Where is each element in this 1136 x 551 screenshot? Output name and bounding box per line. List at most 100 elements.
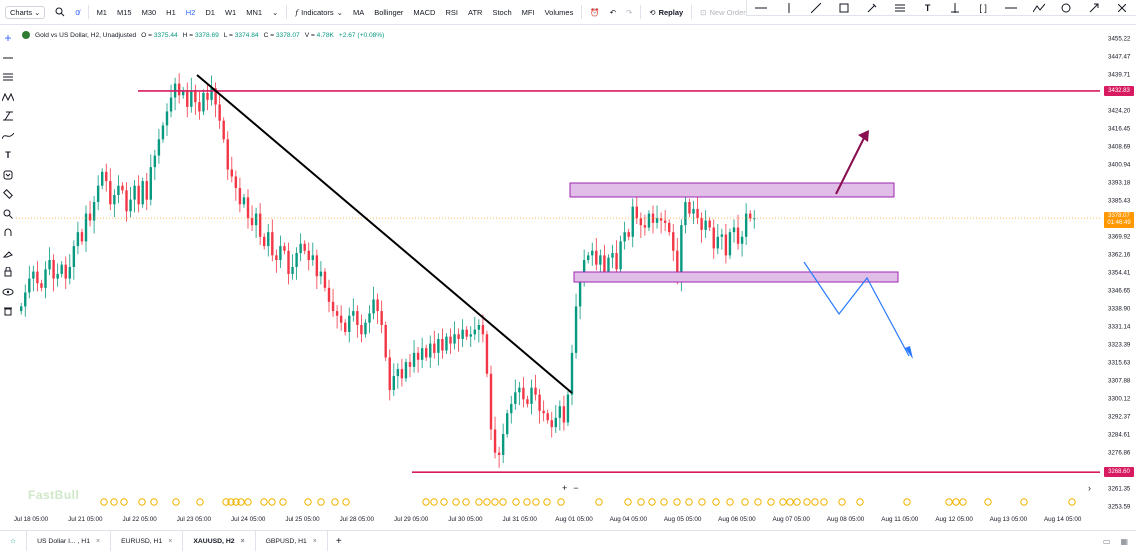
rectangle-icon[interactable] (837, 1, 851, 15)
eye-icon[interactable] (1, 284, 15, 299)
candle-body (226, 139, 229, 170)
interval-m15-button[interactable]: M15 (116, 7, 132, 17)
candle-body (101, 171, 104, 186)
redo-button[interactable]: ↷ (621, 0, 637, 25)
time-axis[interactable]: Jul 18 05:00 Jul 21 05:00 Jul 22 05:00 Jul … (13, 513, 1100, 527)
tab-2[interactable]: XAUUSD, H2 × (183, 530, 256, 551)
arrow-icon[interactable] (1087, 1, 1101, 15)
close-icon[interactable] (1115, 1, 1129, 15)
interval-d1-button[interactable]: D1 (205, 7, 215, 17)
scroll-to-latest-button[interactable]: › (1088, 483, 1091, 493)
grid-layout-icon[interactable]: ▦ (1120, 536, 1128, 546)
tab-1[interactable]: EURUSD, H1 × (111, 530, 184, 551)
pattern-tool-icon[interactable] (1, 89, 15, 104)
indicator-bollinger-button[interactable]: Bollinger (374, 7, 404, 17)
price-axis[interactable]: 3455.223447.473439.713431.963424.203416.… (1100, 26, 1136, 511)
economic-event-marker (959, 498, 967, 506)
indicator-ma-button[interactable]: MA (352, 7, 365, 17)
vertical-line-icon[interactable] (782, 1, 796, 15)
zoom-in-button[interactable]: + (562, 483, 568, 493)
trend-line-icon[interactable] (809, 1, 823, 15)
candle-body (501, 434, 505, 455)
redo-icon: ↷ (625, 7, 633, 17)
economic-event-marker (637, 498, 645, 506)
brackets-icon[interactable]: [ ] (979, 2, 987, 13)
indicator-volumes-button[interactable]: Volumes (544, 7, 574, 17)
candle-body (44, 269, 47, 288)
trash-icon[interactable] (1, 304, 15, 319)
new-order-button[interactable]: ⊡ New Order (695, 0, 751, 25)
horizontal-line-icon[interactable] (1004, 1, 1018, 15)
add-tab-button[interactable]: + (335, 535, 342, 547)
replay-button[interactable]: ⟲ Replay (644, 0, 688, 25)
charts-menu[interactable]: Charts ⌄ (0, 0, 50, 25)
close-icon[interactable]: × (312, 537, 317, 545)
search-button[interactable] (50, 0, 70, 25)
interval-w1-button[interactable]: W1 (224, 7, 237, 17)
chevron-down-icon[interactable]: ⌄ (272, 7, 279, 17)
channel-tool-icon[interactable] (1, 70, 15, 85)
lock-icon[interactable] (1, 265, 15, 280)
candle-body (728, 232, 732, 256)
close-icon[interactable]: × (95, 537, 101, 545)
indicator-atr-button[interactable]: ATR (468, 7, 483, 17)
candle-body (619, 241, 622, 270)
brush-tool-icon[interactable] (1, 128, 15, 143)
economic-event-marker (227, 498, 235, 506)
candle-body (177, 83, 181, 96)
annotation-tool-icon[interactable] (1, 167, 15, 182)
interval-m30-button[interactable]: M30 (141, 7, 157, 17)
alert-button[interactable]: ⏰ (585, 0, 604, 25)
fib-tool-icon[interactable] (1, 109, 15, 124)
time-tick: Jul 21 05:00 (68, 516, 103, 523)
drag-handle-icon[interactable] (754, 1, 768, 15)
indicator-mfi-button[interactable]: MFI (521, 7, 535, 17)
anchor-icon[interactable] (948, 1, 962, 15)
indicator-rsi-button[interactable]: RSI (445, 7, 458, 17)
indicators-button[interactable]: f Indicators ⌄ (290, 0, 348, 25)
brush-icon[interactable] (865, 1, 879, 15)
candle-body (331, 301, 335, 312)
zoom-out-button[interactable]: − (573, 483, 579, 493)
candlestick-chart[interactable] (16, 26, 1100, 513)
undo-button[interactable]: ↶ (605, 0, 621, 25)
interval-mn1-button[interactable]: MN1 (246, 7, 263, 17)
magnet-icon[interactable] (1, 226, 15, 241)
interval-m1-button[interactable]: M1 (96, 7, 107, 17)
economic-event-marker (268, 498, 276, 506)
line-tool-icon[interactable] (1, 50, 15, 65)
candle-body (335, 311, 339, 316)
charts-label: Charts (10, 7, 33, 17)
candle-body (92, 201, 96, 221)
candle-body (96, 185, 100, 202)
tab-3[interactable]: GBPUSD, H1 × (256, 530, 328, 551)
crosshair-icon[interactable]: + (4, 31, 12, 45)
fibonacci-icon[interactable] (893, 1, 907, 15)
text-icon[interactable]: T (924, 2, 931, 13)
text-tool-icon[interactable]: T (5, 150, 11, 160)
polyline-icon[interactable] (1032, 1, 1046, 15)
tab-label: US Dollar I... , H1 (37, 537, 90, 545)
candle-body (672, 232, 675, 251)
ruler-icon[interactable] (1, 187, 15, 202)
indicator-macd-button[interactable]: MACD (413, 7, 436, 17)
drawing-mode-icon[interactable] (1, 245, 15, 260)
candle-body (631, 206, 634, 237)
zoom-in-icon[interactable] (1, 206, 15, 221)
time-tick: Jul 18 05:00 (13, 516, 49, 523)
split-layout-icon[interactable]: ▭ (1102, 536, 1111, 546)
favorite-button[interactable]: ☆ (0, 530, 28, 551)
indicator-stoch-button[interactable]: Stoch (492, 7, 512, 17)
economic-event-marker (120, 498, 128, 506)
interval-h1-button[interactable]: H1 (166, 7, 176, 17)
economic-event-marker (452, 498, 460, 506)
symbol-compare-button[interactable]: 0̸ (70, 0, 84, 25)
close-icon[interactable]: × (168, 537, 173, 545)
interval-h2-button[interactable]: H2 (185, 7, 196, 17)
circle-icon[interactable] (1059, 1, 1073, 15)
close-icon[interactable]: × (240, 537, 245, 545)
order-icon: ⊡ (700, 7, 707, 17)
candle-body (408, 362, 412, 367)
tab-0[interactable]: US Dollar I... , H1 × (27, 530, 112, 551)
new-order-label: New Order (709, 7, 746, 17)
